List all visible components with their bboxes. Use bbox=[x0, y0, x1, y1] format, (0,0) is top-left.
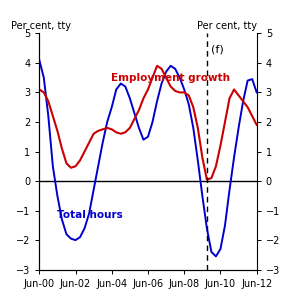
Text: Employment growth: Employment growth bbox=[111, 73, 230, 83]
Text: Total hours: Total hours bbox=[57, 210, 122, 220]
Text: Per cent, tty: Per cent, tty bbox=[197, 21, 257, 31]
Text: Per cent, tty: Per cent, tty bbox=[11, 21, 71, 31]
Text: (f): (f) bbox=[211, 45, 224, 55]
